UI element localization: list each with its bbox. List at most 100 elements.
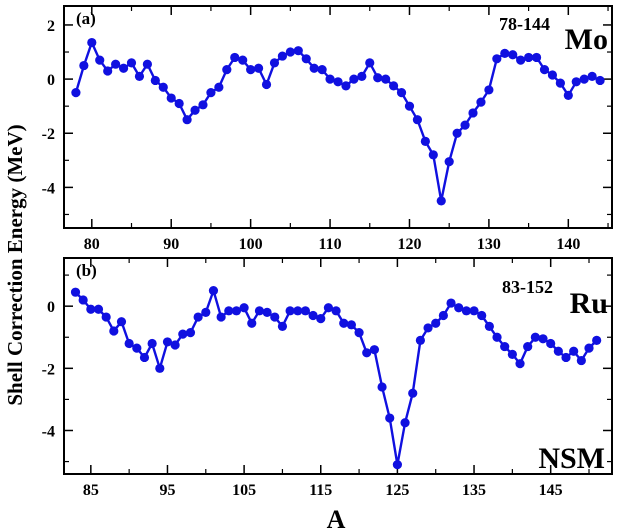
data-point	[349, 74, 359, 84]
data-point	[230, 52, 240, 63]
data-point	[400, 418, 410, 428]
panel-a: 80 90 100 110 120 130 140 -4 -2 0 2 (a) Mo 78-144	[42, 5, 613, 253]
x-tick-label: 120	[397, 236, 421, 253]
data-point	[111, 59, 121, 69]
x-axis-title: A	[327, 505, 346, 531]
data-point	[216, 312, 226, 322]
data-point	[524, 52, 534, 63]
data-point	[206, 88, 216, 98]
data-point	[182, 115, 192, 125]
data-point	[198, 100, 208, 110]
data-point	[277, 321, 288, 331]
data-point	[555, 78, 565, 88]
y-tick-label: -2	[42, 126, 55, 143]
data-point	[438, 310, 448, 321]
data-point	[523, 341, 533, 352]
data-point	[95, 55, 105, 65]
data-point	[103, 66, 113, 76]
data-point	[71, 88, 81, 98]
data-point	[341, 81, 351, 91]
data-point	[325, 74, 335, 84]
x-tick-label: 130	[477, 236, 501, 253]
data-point	[316, 314, 326, 324]
x-tick-label: 145	[539, 482, 563, 499]
data-point	[408, 388, 418, 398]
panel-label: (a)	[76, 9, 96, 28]
data-point	[87, 37, 97, 48]
data-point	[174, 98, 184, 109]
data-point	[300, 306, 311, 316]
data-point	[404, 101, 415, 111]
y-axis-title: Shell Correction Energy (MeV)	[3, 124, 27, 405]
data-point	[124, 338, 134, 349]
data-point	[431, 318, 441, 328]
x-tick-label: 115	[309, 482, 332, 499]
data-point	[269, 58, 280, 68]
data-point	[270, 312, 280, 322]
x-tick-label: 125	[385, 482, 409, 499]
data-point	[201, 307, 211, 317]
panel-label: (b)	[76, 261, 97, 280]
nucleus-mass-range-label: 78-144	[499, 14, 550, 34]
data-point	[546, 338, 556, 349]
data-point	[139, 352, 150, 363]
data-point	[142, 59, 152, 69]
data-point	[569, 346, 579, 356]
data-point	[109, 326, 119, 336]
data-point	[79, 60, 89, 71]
data-point	[158, 82, 168, 92]
data-point	[247, 318, 257, 328]
data-point	[308, 310, 318, 321]
data-point	[162, 337, 173, 347]
data-point	[484, 321, 494, 331]
x-tick-label: 105	[232, 482, 256, 499]
data-point	[224, 306, 234, 316]
data-point	[354, 327, 364, 338]
model-label: NSM	[538, 442, 605, 475]
data-point	[70, 287, 81, 297]
data-point	[309, 63, 319, 73]
data-point	[155, 363, 165, 373]
data-point	[222, 65, 232, 75]
y-tick-label: -2	[42, 361, 55, 378]
data-point	[369, 345, 380, 355]
data-point	[147, 338, 157, 349]
data-point	[93, 304, 104, 314]
data-point	[285, 306, 295, 316]
data-point	[116, 317, 127, 327]
data-point	[331, 306, 341, 316]
data-point	[492, 332, 502, 342]
data-point	[539, 65, 550, 75]
data-point	[150, 75, 160, 86]
data-point	[538, 334, 548, 344]
data-point	[412, 115, 423, 125]
plot-frame	[63, 5, 613, 229]
data-point	[423, 323, 433, 333]
data-point	[132, 343, 142, 353]
data-point	[134, 71, 145, 81]
data-point	[553, 346, 563, 356]
data-point	[436, 196, 446, 206]
data-point	[126, 58, 137, 68]
data-point	[420, 136, 430, 146]
data-point	[592, 335, 602, 345]
data-point	[547, 70, 558, 80]
data-point	[385, 413, 395, 423]
x-tick-label: 110	[318, 236, 341, 253]
series-line	[74, 41, 601, 203]
x-tick-label: 80	[84, 236, 100, 253]
data-point	[293, 46, 303, 56]
data-point	[571, 77, 581, 87]
data-point	[238, 55, 248, 65]
x-tick-label: 135	[462, 482, 486, 499]
data-point	[86, 304, 96, 314]
x-tick-label: 100	[239, 236, 263, 253]
data-point	[231, 306, 242, 316]
data-point	[515, 359, 525, 369]
nucleus-element-label: Ru	[570, 287, 608, 320]
x-tick-label: 90	[163, 236, 179, 253]
y-tick-label: -4	[42, 180, 55, 197]
y-tick-label: 0	[47, 72, 55, 89]
data-point	[285, 47, 295, 57]
